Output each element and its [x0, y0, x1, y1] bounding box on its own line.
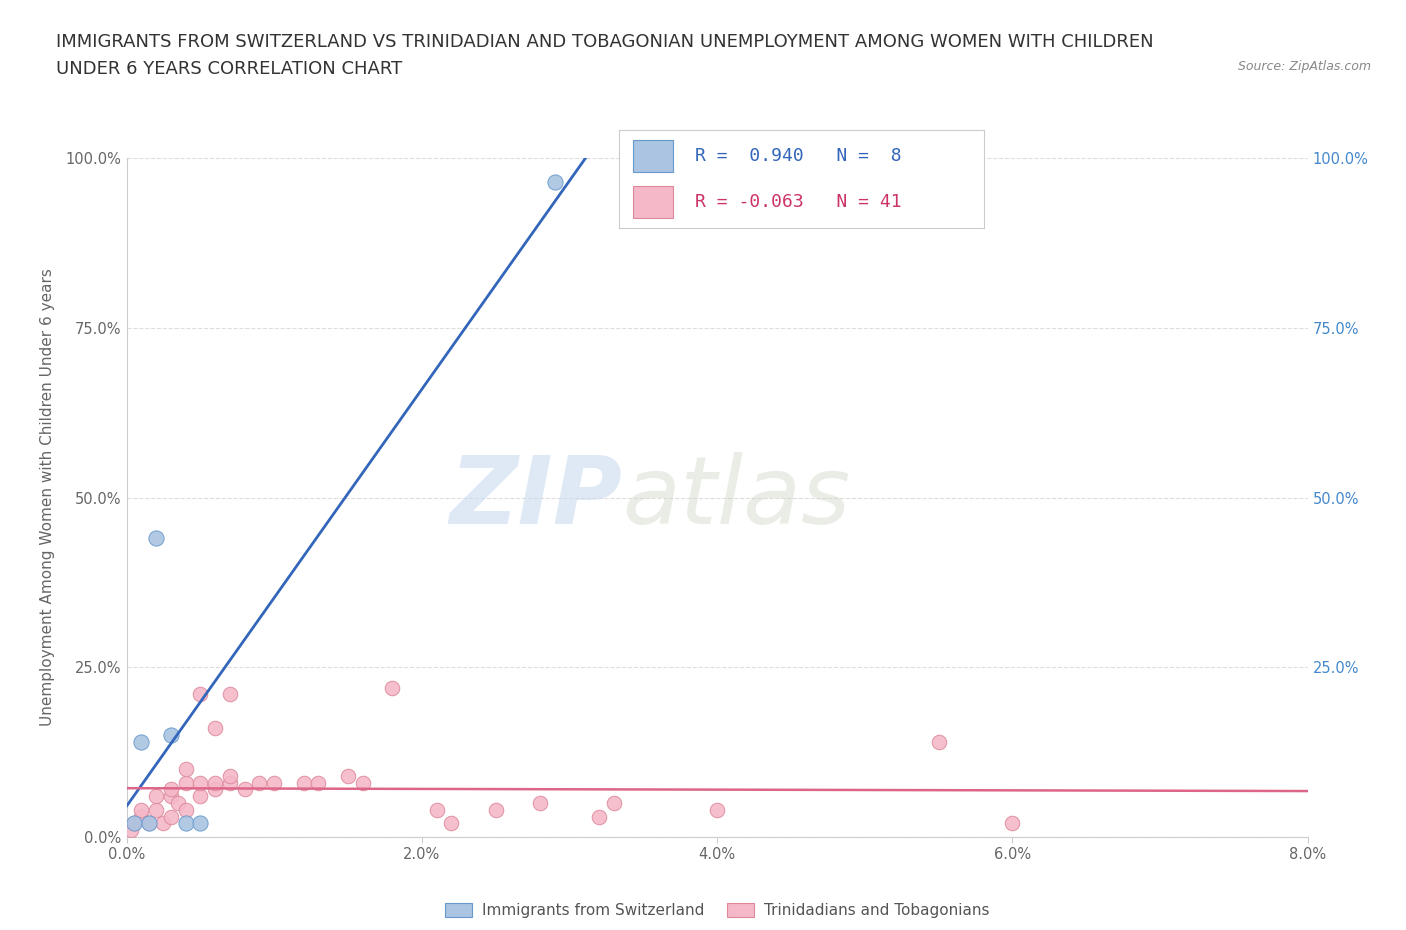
Point [160, 789, 183, 804]
Point [292, 776, 315, 790]
Point [138, 816, 160, 830]
Y-axis label: Unemployment Among Women with Children Under 6 years: Unemployment Among Women with Children U… [39, 269, 55, 726]
Point [129, 809, 153, 824]
Point [122, 816, 145, 830]
Point [138, 816, 160, 830]
Point [247, 776, 270, 790]
Point [603, 796, 626, 811]
Text: UNDER 6 YEARS CORRELATION CHART: UNDER 6 YEARS CORRELATION CHART [56, 60, 402, 78]
Point [122, 816, 145, 830]
Point [160, 782, 183, 797]
Point [352, 776, 374, 790]
Point [928, 735, 950, 750]
Text: ZIP: ZIP [450, 452, 623, 543]
FancyBboxPatch shape [633, 140, 673, 172]
Text: atlas: atlas [623, 452, 851, 543]
Point [588, 809, 610, 824]
Point [543, 175, 565, 190]
Point [529, 796, 551, 811]
Point [152, 816, 174, 830]
Point [174, 816, 197, 830]
Point [219, 768, 242, 783]
Text: IMMIGRANTS FROM SWITZERLAND VS TRINIDADIAN AND TOBAGONIAN UNEMPLOYMENT AMONG WOM: IMMIGRANTS FROM SWITZERLAND VS TRINIDADI… [56, 33, 1154, 50]
Point [167, 796, 190, 811]
Point [145, 531, 167, 546]
Point [440, 816, 463, 830]
Point [174, 776, 197, 790]
Point [188, 816, 211, 830]
Point [174, 762, 197, 777]
Point [307, 776, 329, 790]
Point [204, 782, 226, 797]
Point [381, 680, 404, 695]
Point [337, 768, 360, 783]
Text: R = -0.063   N = 41: R = -0.063 N = 41 [696, 193, 903, 211]
Point [706, 803, 728, 817]
Point [174, 803, 197, 817]
Point [129, 735, 153, 750]
Point [188, 789, 211, 804]
Point [145, 789, 167, 804]
Point [219, 687, 242, 702]
Text: Source: ZipAtlas.com: Source: ZipAtlas.com [1237, 60, 1371, 73]
Point [188, 776, 211, 790]
Point [1001, 816, 1024, 830]
FancyBboxPatch shape [633, 186, 673, 219]
Point [204, 721, 226, 736]
Point [145, 803, 167, 817]
Point [263, 776, 285, 790]
Point [484, 803, 508, 817]
Point [425, 803, 447, 817]
Point [120, 823, 142, 838]
Point [219, 776, 242, 790]
Point [188, 687, 211, 702]
Point [160, 809, 183, 824]
Legend: Immigrants from Switzerland, Trinidadians and Tobagonians: Immigrants from Switzerland, Trinidadian… [439, 897, 995, 924]
Point [204, 776, 226, 790]
Point [160, 727, 183, 742]
Point [233, 782, 256, 797]
Point [129, 803, 153, 817]
Text: R =  0.940   N =  8: R = 0.940 N = 8 [696, 147, 903, 166]
